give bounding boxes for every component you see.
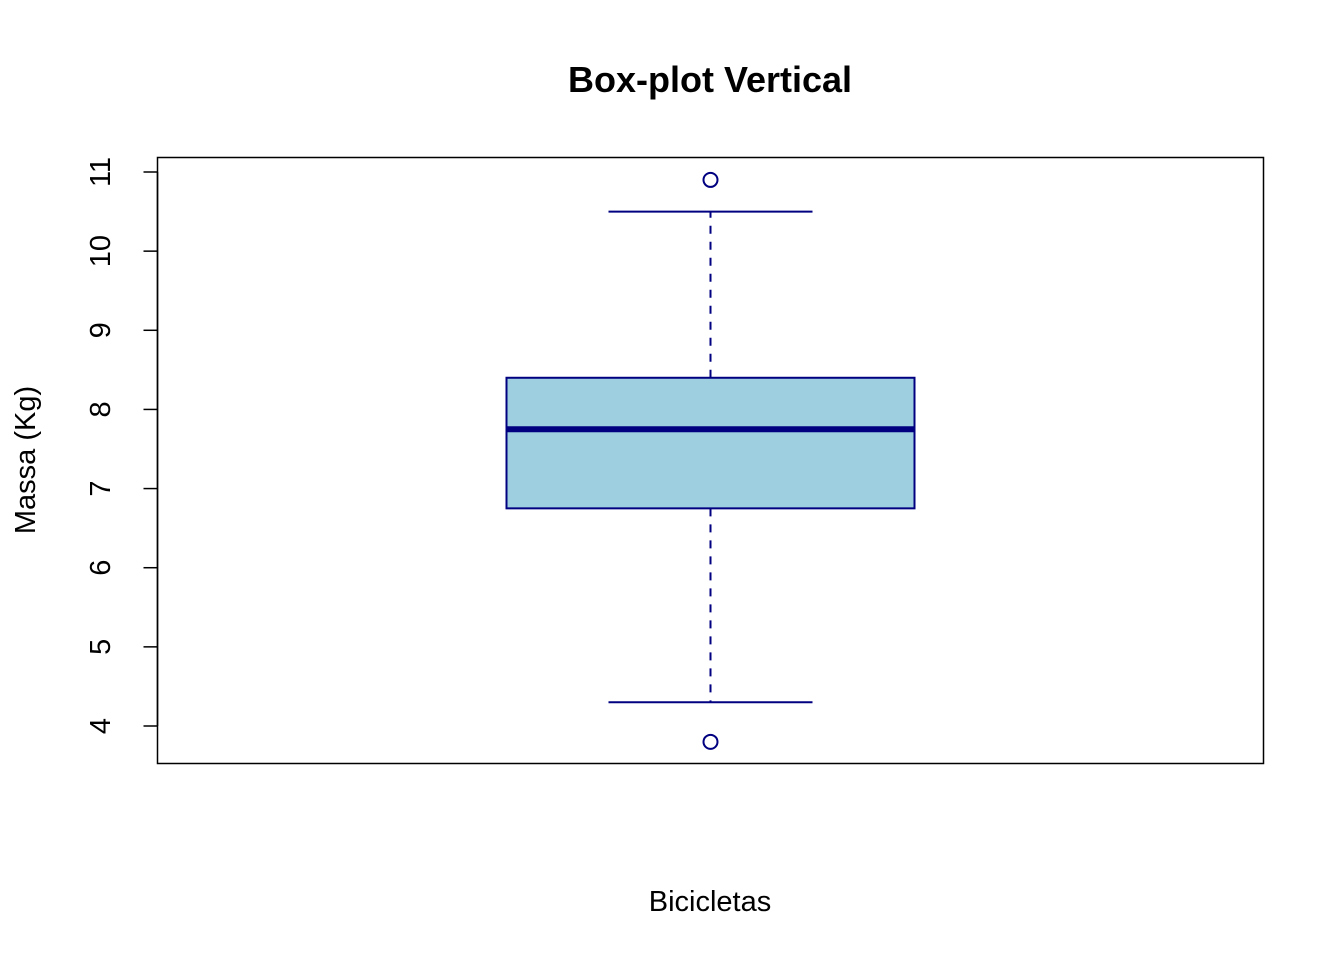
y-tick-label: 7 <box>85 481 117 497</box>
boxes-layer <box>505 171 916 750</box>
y-tick-label: 8 <box>85 401 117 417</box>
chart-title: Box-plot Vertical <box>568 59 852 100</box>
x-axis-label: Bicicletas <box>649 886 772 918</box>
y-tick-label: 6 <box>85 560 117 576</box>
y-tick-label: 4 <box>85 718 117 734</box>
y-tick-label: 5 <box>85 639 117 655</box>
outlier-point <box>702 171 719 188</box>
box-iqr <box>505 376 916 510</box>
outlier-point <box>702 733 719 750</box>
y-axis: 4 5 6 7 8 9 10 11 <box>85 157 159 734</box>
box-group <box>505 171 916 750</box>
y-tick-label: 9 <box>85 322 117 338</box>
y-axis-label: Massa (Kg) <box>10 386 42 534</box>
y-tick-label: 10 <box>85 235 117 267</box>
y-tick-label: 11 <box>85 157 117 187</box>
